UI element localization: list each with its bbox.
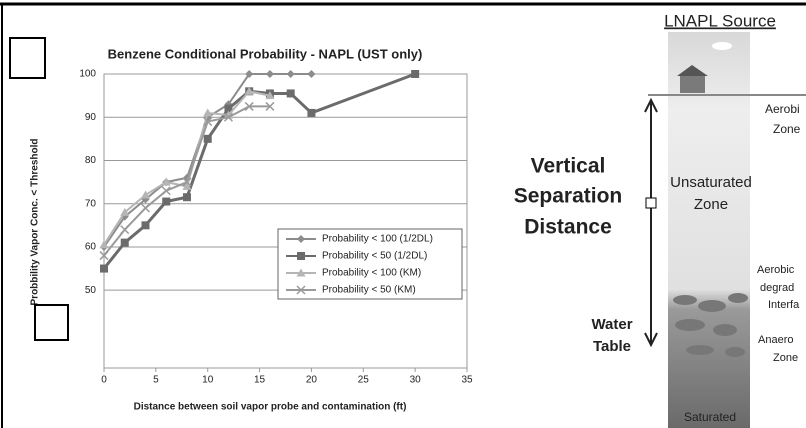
marker xyxy=(307,70,316,78)
placeholder-box xyxy=(9,37,46,79)
legend-label: Probability < 50 (1/2DL) xyxy=(322,251,427,262)
marker xyxy=(411,70,420,78)
zone-label: Aerobi xyxy=(765,102,800,116)
marker xyxy=(224,104,233,113)
marker xyxy=(297,235,305,243)
water-table-label: Water xyxy=(591,316,632,333)
diagram-heading: LNAPL Source xyxy=(664,11,776,30)
x-tick-label: 0 xyxy=(101,375,107,386)
marker xyxy=(99,240,109,249)
x-tick-label: 5 xyxy=(153,375,159,386)
marker xyxy=(265,91,275,100)
y-tick-label: 90 xyxy=(85,112,97,123)
marker xyxy=(161,186,171,196)
marker xyxy=(203,134,212,143)
marker xyxy=(99,251,109,261)
y-tick-label: 100 xyxy=(79,69,96,80)
marker xyxy=(286,89,295,98)
zone-label: degrad xyxy=(760,282,794,294)
marker xyxy=(120,238,129,247)
x-tick-label: 35 xyxy=(461,375,473,386)
zone-label: Interfa xyxy=(768,299,800,311)
marker xyxy=(120,207,130,216)
marker xyxy=(297,252,305,260)
placeholder-box xyxy=(645,197,657,209)
marker xyxy=(140,190,150,199)
water-table-label: Table xyxy=(593,338,631,355)
marker xyxy=(296,268,306,277)
marker xyxy=(120,225,130,235)
x-tick-label: 25 xyxy=(358,375,370,386)
y-tick-label: 50 xyxy=(85,285,97,296)
y-axis-label: Probbility Vapor Conc. < Threshold xyxy=(30,139,41,306)
marker xyxy=(162,197,171,206)
legend-label: Probability < 100 (1/2DL) xyxy=(322,234,433,245)
gravel xyxy=(673,293,748,357)
plot-area xyxy=(103,73,468,369)
marker xyxy=(203,117,213,127)
plot: 50 60 70 80 90 100 0 5 10 15 20 25 30 35 Probability <… xyxy=(79,69,473,386)
marker xyxy=(286,70,295,78)
separation-label: Separation xyxy=(514,185,623,208)
soil-column xyxy=(668,32,750,428)
marker xyxy=(182,193,191,202)
zone-label: Aerobic xyxy=(757,264,795,276)
x-tick-label: 30 xyxy=(410,375,422,386)
roof xyxy=(677,65,708,76)
y-tick-label: 70 xyxy=(85,198,97,209)
x-tick-label: 20 xyxy=(306,375,318,386)
x-tick-label: 15 xyxy=(254,375,266,386)
marker xyxy=(245,70,254,78)
zone-label: Zone xyxy=(773,352,798,364)
marker xyxy=(182,177,192,187)
zone-label: Anaero xyxy=(758,334,793,346)
separation-label: Distance xyxy=(524,216,612,239)
zone-label: Zone xyxy=(694,196,728,213)
marker xyxy=(140,203,151,213)
cloud xyxy=(712,42,732,50)
zone-label: Unsaturated xyxy=(670,174,752,191)
legend-box xyxy=(277,228,463,300)
marker xyxy=(203,108,213,117)
legend-label: Probability < 100 (KM) xyxy=(322,268,421,279)
zone-label: Zone xyxy=(773,122,801,136)
marker xyxy=(223,112,233,122)
x-tick-label: 10 xyxy=(202,375,214,386)
marker xyxy=(244,86,254,95)
y-tick-label: 80 xyxy=(85,155,97,166)
marker xyxy=(307,108,316,117)
marker xyxy=(265,70,274,78)
marker xyxy=(161,177,171,186)
marker xyxy=(296,285,306,295)
legend-label: Probability < 50 (KM) xyxy=(322,285,416,296)
marker xyxy=(100,264,108,273)
placeholder-box xyxy=(34,304,69,341)
separation-label: Vertical xyxy=(531,155,606,178)
diagram: LNAPL Source Vertical Separation Distanc… xyxy=(514,11,806,428)
marker xyxy=(141,221,150,230)
house xyxy=(680,75,705,93)
marker xyxy=(244,101,254,111)
zone-label: Saturated xyxy=(684,410,736,424)
marker xyxy=(182,181,192,190)
x-axis-label: Distance between soil vapor probe and co… xyxy=(134,402,407,413)
y-tick-label: 60 xyxy=(85,242,97,253)
marker xyxy=(265,101,275,111)
chart-title: Benzene Conditional Probability - NAPL (… xyxy=(108,46,423,61)
